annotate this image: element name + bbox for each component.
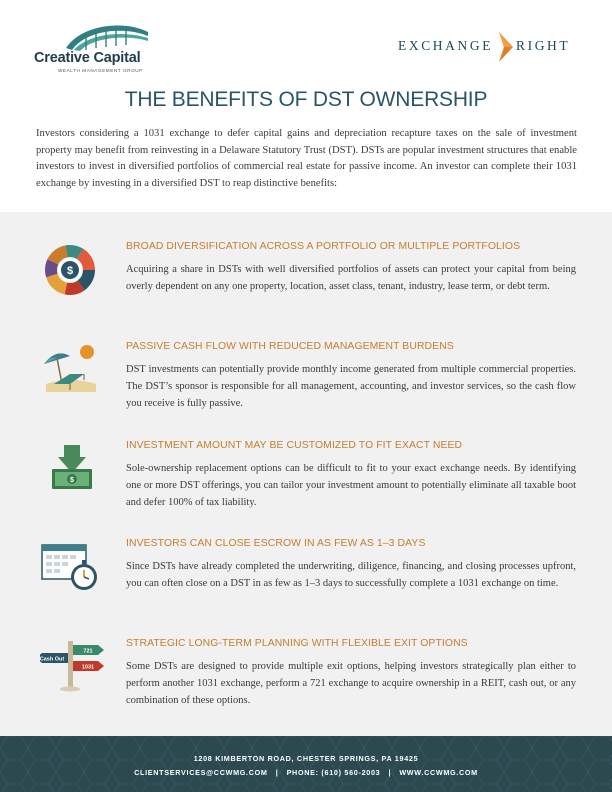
page-footer: 1208 KIMBERTON ROAD, CHESTER SPRINGS, PA… [0,736,612,792]
footer-separator: | [275,768,279,777]
footer-phone[interactable]: PHONE: (610) 560-2003 [286,768,381,777]
benefit-heading: INVESTMENT AMOUNT MAY BE CUSTOMIZED TO F… [126,440,463,451]
benefit-body: Sole-ownership replacement options can b… [126,463,576,508]
benefit-custom-amount: $ INVESTMENT AMOUNT MAY BE CUSTOMIZED TO… [0,440,612,539]
sign-label-cash-out: Cash Out [40,657,64,663]
benefit-exit-options: 721 Cash Out 1031 STRATEGIC LONG-TERM PL… [0,638,612,737]
benefit-heading: PASSIVE CASH FLOW WITH REDUCED MANAGEMEN… [126,341,454,352]
benefit-body: Acquiring a share in DSTs with well dive… [126,264,576,292]
benefit-diversification: $ BROAD DIVERSIFICATION ACROSS A PORTFOL… [0,241,612,340]
brand-tagline: WEALTH MANAGEMENT GROUP [58,68,143,73]
sign-label-721: 721 [83,649,92,655]
chevron-right-icon [499,32,513,62]
footer-pattern [0,736,612,792]
benefit-heading: STRATEGIC LONG-TERM PLANNING WITH FLEXIB… [126,638,468,649]
signpost-icon: 721 Cash Out 1031 [36,639,104,697]
benefit-passive-cash-flow: PASSIVE CASH FLOW WITH REDUCED MANAGEMEN… [0,341,612,440]
benefit-heading: BROAD DIVERSIFICATION ACROSS A PORTFOLIO… [126,241,521,252]
creative-capital-logo: Creative Capital WEALTH MANAGEMENT GROUP [34,22,154,78]
beach-umbrella-icon [40,344,102,400]
footer-contact: CLIENTSERVICES@CCWMG.COM | PHONE: (610) … [0,768,612,777]
logo-word-right: RIGHT [516,38,571,53]
footer-separator: | [388,768,392,777]
footer-address: 1208 KIMBERTON ROAD, CHESTER SPRINGS, PA… [193,754,419,763]
calendar-stopwatch-icon [40,541,102,597]
intro-paragraph: Investors considering a 1031 exchange to… [36,128,577,189]
exchange-right-logo: EXCHANGE RIGHT [398,30,580,66]
svg-text:$: $ [70,477,74,484]
benefit-heading: INVESTORS CAN CLOSE ESCROW IN AS FEW AS … [126,538,426,549]
footer-website[interactable]: WWW.CCWMG.COM [399,768,478,777]
benefit-body: DST investments can potentially provide … [126,364,576,409]
benefit-close-escrow: INVESTORS CAN CLOSE ESCROW IN AS FEW AS … [0,538,612,637]
sign-label-1031: 1031 [82,665,94,671]
brand-name: Creative Capital [34,50,141,66]
page-title: THE BENEFITS OF DST OWNERSHIP [124,88,488,111]
donut-dollar-icon: $ [40,244,102,300]
logo-word-exchange: EXCHANGE [398,38,494,53]
page-header: Creative Capital WEALTH MANAGEMENT GROUP… [0,0,612,84]
money-download-icon: $ [40,443,102,499]
svg-text:$: $ [67,265,73,277]
bridge-arch-icon [66,25,148,51]
footer-email[interactable]: CLIENTSERVICES@CCWMG.COM [134,768,268,777]
benefit-body: Since DSTs have already completed the un… [126,561,576,589]
benefit-body: Some DSTs are designed to provide multip… [126,661,576,706]
